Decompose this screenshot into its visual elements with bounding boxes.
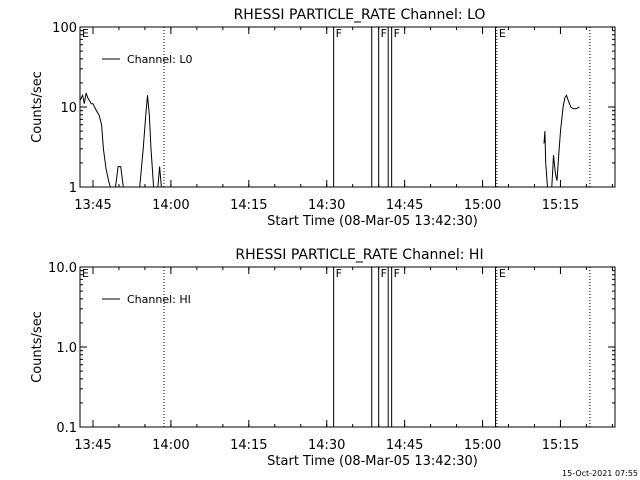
x-tick-label: 15:00: [464, 438, 501, 453]
flag-label: F: [394, 27, 400, 40]
series-line: [115, 166, 124, 187]
footer-timestamp: 15-Oct-2021 07:55: [562, 469, 638, 478]
x-tick-label: 14:00: [152, 198, 189, 213]
legend-label: Channel: L0: [127, 53, 193, 66]
y-tick-label: 1: [69, 181, 77, 196]
chart-panel-hi: RHESSI PARTICLE_RATE Channel: HI 13:45 14:…: [30, 247, 616, 469]
y-tick-label: 100: [52, 21, 77, 36]
x-tick-label: 14:45: [386, 198, 423, 213]
flag-label: F: [381, 267, 387, 280]
x-tick-label: 15:15: [542, 438, 579, 453]
x-tick-label: 15:00: [464, 198, 501, 213]
y-axis-label: Counts/sec: [30, 311, 45, 383]
y-tick-label: 10.0: [48, 261, 77, 276]
series-line: [157, 166, 162, 187]
plot-frame: [79, 26, 616, 188]
x-tick-label: 13:45: [74, 198, 111, 213]
x-tick-label: 14:30: [308, 198, 345, 213]
flag-label: E: [499, 27, 506, 40]
chart-title: RHESSI PARTICLE_RATE Channel: LO: [234, 7, 486, 23]
flag-label: F: [381, 27, 387, 40]
series-line: [551, 94, 580, 187]
series-line: [80, 92, 111, 187]
x-tick-label: 14:15: [230, 438, 267, 453]
x-tick-label: 13:45: [74, 438, 111, 453]
x-tick-label: 14:00: [152, 438, 189, 453]
plot-frame: [79, 266, 616, 428]
flag-label: E: [499, 267, 506, 280]
flag-label: F: [394, 267, 400, 280]
x-tick-label: 15:15: [542, 198, 579, 213]
legend-label: Channel: HI: [127, 293, 191, 306]
y-tick-label: 0.1: [56, 421, 77, 436]
series-line: [543, 131, 548, 187]
y-axis-label: Counts/sec: [30, 71, 45, 143]
y-tick-label: 1.0: [56, 341, 77, 356]
flag-label: E: [82, 27, 89, 40]
y-tick-label: 10: [60, 101, 77, 116]
x-tick-label: 14:15: [230, 198, 267, 213]
x-axis-label: Start Time (08-Mar-05 13:42:30): [267, 214, 478, 229]
flag-label: F: [336, 27, 342, 40]
x-tick-label: 14:45: [386, 438, 423, 453]
chart-title: RHESSI PARTICLE_RATE Channel: HI: [235, 247, 483, 263]
flag-label: F: [336, 267, 342, 280]
series-line: [139, 95, 155, 187]
chart-panel-lo: RHESSI PARTICLE_RATE Channel: LO 13:45 14:…: [30, 7, 616, 229]
flag-label: E: [82, 267, 89, 280]
x-tick-label: 14:30: [308, 438, 345, 453]
x-axis-label: Start Time (08-Mar-05 13:42:30): [267, 454, 478, 469]
